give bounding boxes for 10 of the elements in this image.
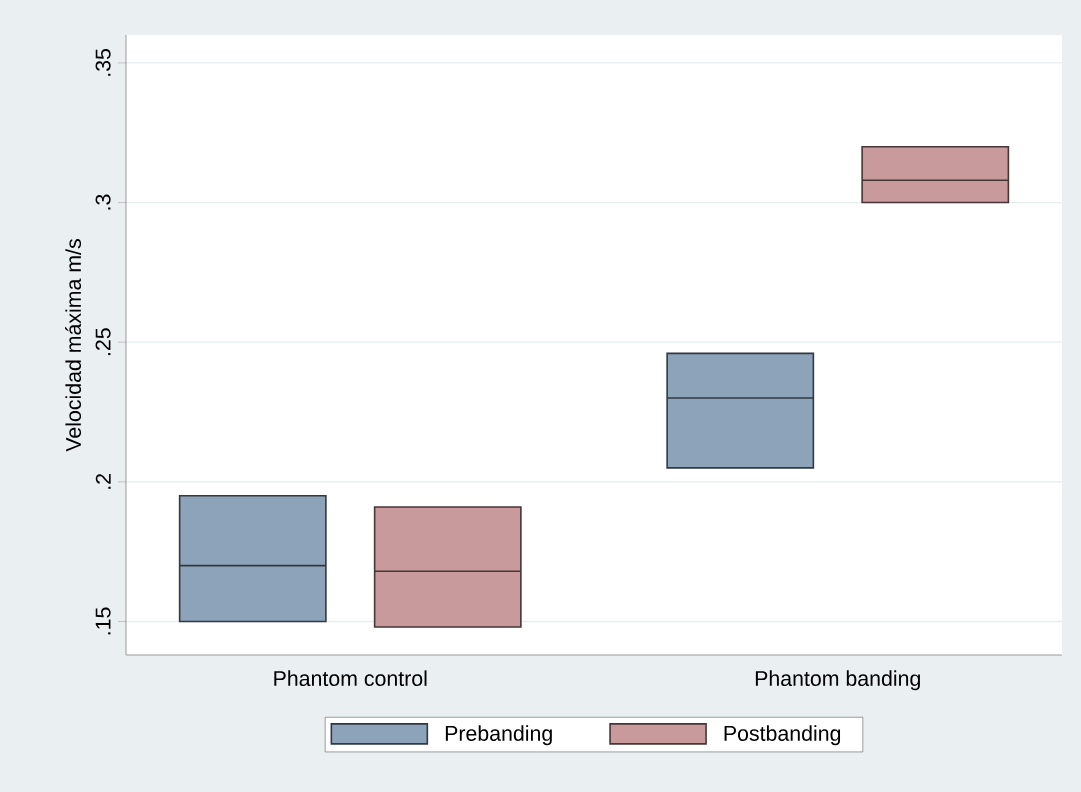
y-tick-label: .3 <box>95 194 111 210</box>
y-axis-title: Velocidad máxima m/s <box>65 239 82 452</box>
x-tick-label: Phantom control <box>274 670 427 687</box>
legend-label: Postbanding <box>724 725 841 746</box>
y-tick-label: .2 <box>95 474 111 489</box>
legend-label: Prebanding <box>445 725 552 746</box>
y-tick-label: .25 <box>95 328 111 356</box>
x-tick-label: Phantom banding <box>755 670 920 691</box>
y-tick-label: .15 <box>95 607 111 635</box>
y-tick-label: .35 <box>95 48 111 76</box>
